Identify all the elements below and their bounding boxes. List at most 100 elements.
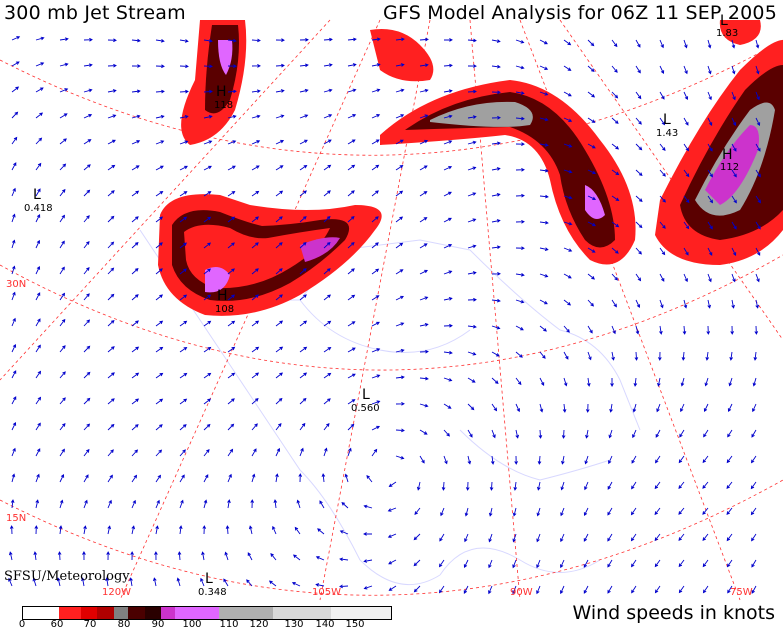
wind-arrow [371, 425, 381, 431]
wind-arrow [203, 499, 208, 509]
wind-arrow [275, 422, 282, 431]
wind-arrow [179, 64, 189, 69]
wind-arrow [587, 91, 596, 98]
wind-arrow [539, 168, 549, 173]
wind-arrow [443, 297, 453, 301]
legend-color-segment [331, 607, 391, 619]
wind-arrow [83, 499, 88, 509]
wind-arrow [83, 241, 90, 249]
wind-arrow [155, 499, 160, 509]
center-value: 112 [720, 162, 739, 173]
wind-arrow [107, 267, 115, 275]
wind-arrow [563, 377, 568, 387]
wind-arrow [563, 221, 573, 226]
wind-arrow [155, 398, 164, 405]
wind-arrow [731, 195, 737, 204]
wind-arrow [291, 581, 301, 587]
wind-arrow [227, 140, 237, 145]
wind-arrow [656, 403, 661, 413]
wind-arrow [203, 216, 212, 223]
legend-ticks: 0 60 70 80 90 100 110 120 130 140 150 [0, 619, 420, 631]
wind-arrow [268, 580, 277, 587]
wind-arrow [467, 297, 477, 302]
wind-arrow [659, 299, 664, 309]
wind-arrow [131, 525, 136, 535]
wind-arrow [419, 114, 429, 119]
wind-arrow [131, 241, 139, 249]
wind-arrow [467, 140, 477, 145]
wind-arrow [251, 320, 260, 327]
wind-arrow [731, 299, 735, 309]
wind-arrow [59, 345, 66, 353]
wind-arrow [83, 371, 91, 379]
wind-arrow [11, 265, 16, 275]
wind-arrow [707, 91, 712, 101]
center-letter: L [663, 112, 671, 128]
wind-arrow [419, 191, 428, 197]
wind-arrow [419, 37, 429, 42]
wind-arrow [584, 455, 589, 465]
wind-arrow [35, 112, 44, 119]
wind-arrow [35, 62, 45, 67]
wind-arrow [611, 221, 620, 228]
wind-arrow [563, 169, 573, 174]
wind-arrow [728, 377, 733, 387]
wind-arrow [59, 62, 69, 67]
wind-arrow [751, 559, 757, 568]
wind-arrow [707, 39, 712, 49]
wind-arrow [179, 191, 188, 197]
wind-arrow [179, 474, 185, 483]
wind-arrow [299, 88, 309, 93]
wind-arrow [323, 241, 331, 249]
wind-arrow [155, 140, 165, 145]
wind-arrow [515, 351, 523, 358]
wind-arrow [611, 169, 620, 176]
wind-arrow [755, 195, 761, 204]
wind-arrow [515, 142, 525, 146]
wind-arrow [563, 143, 573, 148]
wind-arrow [443, 165, 453, 171]
wind-arrow [83, 114, 93, 119]
wind-arrow [323, 398, 331, 405]
wind-arrow [83, 448, 90, 457]
wind-arrow [467, 115, 477, 119]
wind-arrow [536, 559, 541, 569]
wind-arrow [83, 267, 90, 275]
wind-arrow [155, 114, 165, 119]
wind-arrow [539, 377, 545, 386]
wind-arrow [488, 559, 493, 569]
wind-arrow [11, 111, 19, 119]
wind-arrow [203, 398, 212, 405]
wind-arrow [491, 90, 501, 95]
wind-arrow [59, 292, 66, 301]
wind-arrow [563, 195, 573, 200]
wind-arrow [491, 403, 498, 412]
wind-arrow [514, 455, 518, 465]
wind-arrow [635, 325, 640, 335]
wind-arrow [586, 377, 591, 387]
wind-arrow [443, 114, 453, 119]
wind-arrow [299, 63, 309, 68]
legend-tick-label: 90 [151, 619, 165, 630]
wind-arrow [683, 247, 689, 256]
wind-arrow [371, 88, 381, 93]
wind-arrow [491, 219, 501, 223]
wind-arrow [11, 187, 16, 197]
wind-arrow [443, 429, 450, 437]
wind-arrow [654, 585, 661, 594]
legend-color-segment [114, 607, 128, 619]
wind-arrow [539, 91, 549, 96]
wind-arrow [323, 190, 331, 197]
center-value: 108 [215, 304, 234, 315]
wind-arrow [251, 216, 259, 223]
wind-arrow [659, 247, 666, 256]
jet-streaks [158, 20, 783, 316]
wind-arrow [515, 219, 525, 224]
wind-arrow [179, 39, 189, 43]
wind-arrow [131, 499, 136, 509]
wind-arrow [299, 164, 308, 171]
wind-arrow [83, 189, 91, 197]
wind-arrow [491, 39, 501, 43]
wind-arrow [755, 299, 759, 309]
wind-arrow [563, 65, 572, 71]
